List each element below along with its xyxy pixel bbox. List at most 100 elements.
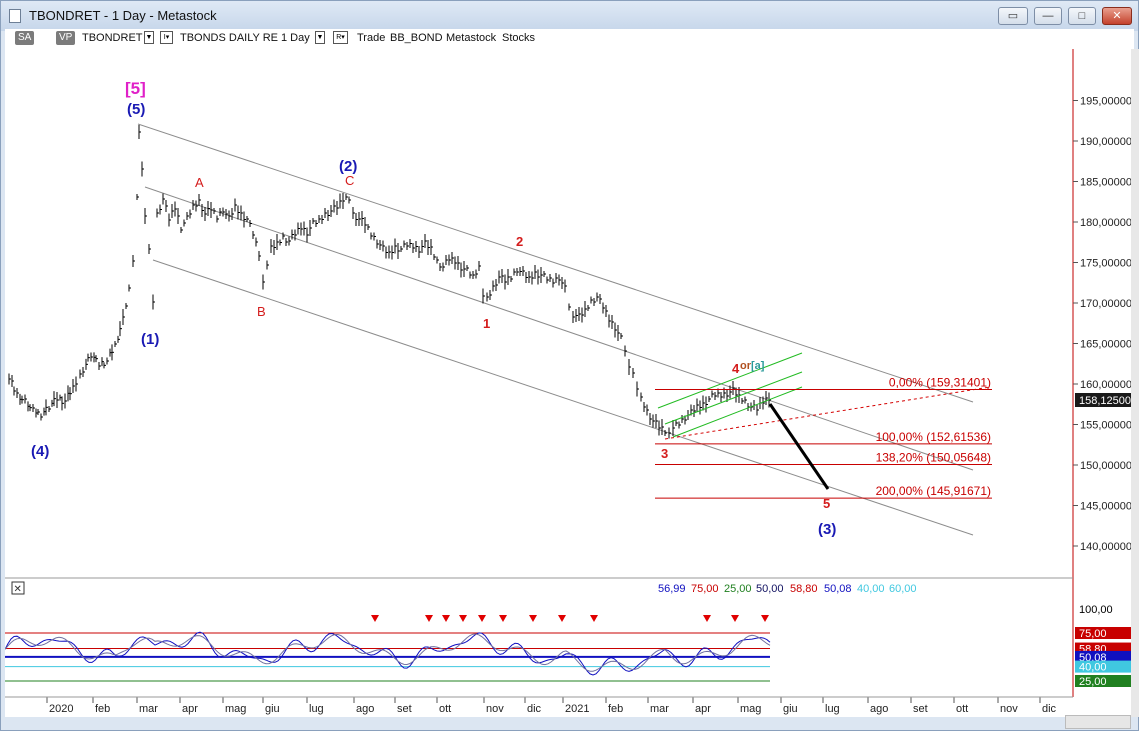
middle-channel-line bbox=[144, 186, 974, 471]
month-label: set bbox=[397, 703, 412, 715]
oscillator-signal-arrows bbox=[371, 615, 769, 622]
lower-channel-line bbox=[152, 259, 974, 536]
symbol-field[interactable]: TBONDRET bbox=[82, 32, 143, 44]
oscillator-axis-label: 25,00 bbox=[1079, 676, 1107, 688]
wave-label-2: (2) bbox=[339, 158, 357, 175]
vertical-scrollbar[interactable] bbox=[1131, 49, 1139, 717]
oscillator-values: 56,99 75,00 25,00 50,00 58,80 50,08 40,00 60,00 bbox=[658, 583, 917, 595]
price-tick-label: 140,000000 bbox=[1080, 541, 1134, 553]
oscillator-axis-badge bbox=[1075, 660, 1133, 673]
window-title: TBONDRET - 1 Day - Metastock bbox=[29, 8, 217, 23]
wave-labels: [5] (5) (4) (1) (2) (3) A B C 1 2 3 4 or… bbox=[31, 79, 836, 538]
r-dropdown[interactable]: R▾ bbox=[333, 31, 348, 44]
wave-label-minor-5: 5 bbox=[823, 496, 830, 511]
wave-label-4: (4) bbox=[31, 443, 49, 460]
interval-dropdown[interactable]: ▼ bbox=[315, 31, 325, 44]
wave-label-minor-2: 2 bbox=[516, 234, 523, 249]
source-field: Metastock bbox=[446, 32, 497, 44]
wave-label-b: B bbox=[257, 304, 266, 319]
vp-button[interactable]: VP bbox=[56, 31, 76, 45]
trend-channels bbox=[137, 123, 974, 536]
sell-signal-arrow bbox=[499, 615, 507, 622]
chart-toolbar: SA VP TBONDRET ▼ I▾ TBONDS DAILY RE 1 Da… bbox=[5, 29, 1134, 49]
wave-4-channel bbox=[657, 352, 991, 440]
month-label: ago bbox=[870, 703, 888, 715]
wave-label-minor-3: 3 bbox=[661, 446, 668, 461]
interval-field[interactable]: 1 Day bbox=[281, 32, 310, 44]
price-tick-label: 190,000000 bbox=[1080, 136, 1134, 148]
oscillator-axis-badge bbox=[1075, 650, 1133, 663]
month-label: ott bbox=[439, 703, 451, 715]
month-label: lug bbox=[309, 703, 324, 715]
price-tick-label: 180,000000 bbox=[1080, 217, 1134, 229]
price-tick-label: 160,000000 bbox=[1080, 379, 1134, 391]
info-dropdown[interactable]: I▾ bbox=[160, 31, 173, 44]
price-tick-label: 150,000000 bbox=[1080, 460, 1134, 472]
sell-signal-arrow bbox=[459, 615, 467, 622]
oscillator-value: 50,08 bbox=[824, 583, 852, 595]
wave-label-top-bracket: [5] bbox=[125, 79, 146, 98]
restore-panel-button[interactable]: ▭ bbox=[998, 7, 1028, 25]
wave-label-1: (1) bbox=[141, 331, 159, 348]
month-label: giu bbox=[783, 703, 798, 715]
fib-label: 138,20% (150,05648) bbox=[876, 451, 991, 465]
green-channel-middle bbox=[664, 371, 803, 425]
green-channel-lower bbox=[672, 386, 803, 438]
wave-label-c: C bbox=[345, 173, 354, 188]
wave-label-3: (3) bbox=[818, 521, 836, 538]
sell-signal-arrow bbox=[731, 615, 739, 622]
minimize-button[interactable]: — bbox=[1034, 7, 1062, 25]
wave-label-alt-a: [a] bbox=[751, 360, 765, 372]
sa-button[interactable]: SA bbox=[15, 31, 35, 45]
symbol-dropdown[interactable]: ▼ bbox=[144, 31, 154, 44]
red-dashed-trendline bbox=[664, 386, 991, 440]
oscillator-lines bbox=[4, 631, 771, 682]
month-label: dic bbox=[527, 703, 542, 715]
fib-label: 100,00% (152,61536) bbox=[876, 430, 991, 444]
price-tick-label: 175,000000 bbox=[1080, 258, 1134, 270]
horizontal-scrollbar[interactable] bbox=[1065, 715, 1131, 729]
oscillator-value: 56,99 bbox=[658, 583, 686, 595]
oscillator-axis-label: 75,00 bbox=[1079, 628, 1107, 640]
sell-signal-arrow bbox=[371, 615, 379, 622]
month-label: feb bbox=[608, 703, 623, 715]
price-tick-label: 185,000000 bbox=[1080, 177, 1134, 189]
month-label: mar bbox=[650, 703, 669, 715]
sell-signal-arrow bbox=[761, 615, 769, 622]
month-label: set bbox=[913, 703, 928, 715]
price-axis: 195,000000 190,000000 185,000000 180,000000… bbox=[1073, 96, 1138, 553]
price-tick-label: 195,000000 bbox=[1080, 96, 1134, 108]
oscillator-axis-label: 40,00 bbox=[1079, 662, 1107, 674]
fib-label: 0,00% (159,31401) bbox=[889, 376, 991, 390]
price-tick-label: 145,000000 bbox=[1080, 501, 1134, 513]
title-bar[interactable]: TBONDRET - 1 Day - Metastock ▭ — □ ✕ bbox=[1, 1, 1138, 31]
month-label: nov bbox=[486, 703, 504, 715]
month-label: 2021 bbox=[565, 703, 589, 715]
month-label: apr bbox=[695, 703, 711, 715]
maximize-button[interactable]: □ bbox=[1068, 7, 1096, 25]
oscillator-slow-line bbox=[4, 633, 771, 672]
oscillator-value: 60,00 bbox=[889, 583, 917, 595]
close-icon[interactable]: ✕ bbox=[14, 584, 22, 595]
month-label: dic bbox=[1042, 703, 1057, 715]
month-label: feb bbox=[95, 703, 110, 715]
month-label: giu bbox=[265, 703, 280, 715]
sell-signal-arrow bbox=[425, 615, 433, 622]
month-label: mag bbox=[740, 703, 761, 715]
close-button[interactable]: ✕ bbox=[1102, 7, 1132, 25]
month-label: apr bbox=[182, 703, 198, 715]
price-chart[interactable]: 195,000000 190,000000 185,000000 180,000000… bbox=[4, 49, 1138, 717]
chart-area[interactable]: 195,000000 190,000000 185,000000 180,000000… bbox=[4, 49, 1138, 717]
month-label: mag bbox=[225, 703, 246, 715]
oscillator-close-box[interactable] bbox=[11, 581, 25, 595]
date-axis: 2020 feb mar apr mag giu lug ago set ott nov dic 202… bbox=[49, 703, 1057, 715]
sell-signal-arrow bbox=[558, 615, 566, 622]
trade-label[interactable]: Trade bbox=[357, 32, 386, 44]
account-field[interactable]: BB_BOND bbox=[390, 32, 443, 44]
wave-label-minor-4: 4 bbox=[732, 361, 740, 376]
oscillator-value: 25,00 bbox=[724, 583, 752, 595]
oscillator-axis-badge bbox=[1075, 627, 1133, 639]
fibonacci-levels: 0,00% (159,31401) 100,00% (152,61536) 138,… bbox=[655, 376, 992, 499]
fib-label: 200,00% (145,91671) bbox=[876, 484, 991, 498]
